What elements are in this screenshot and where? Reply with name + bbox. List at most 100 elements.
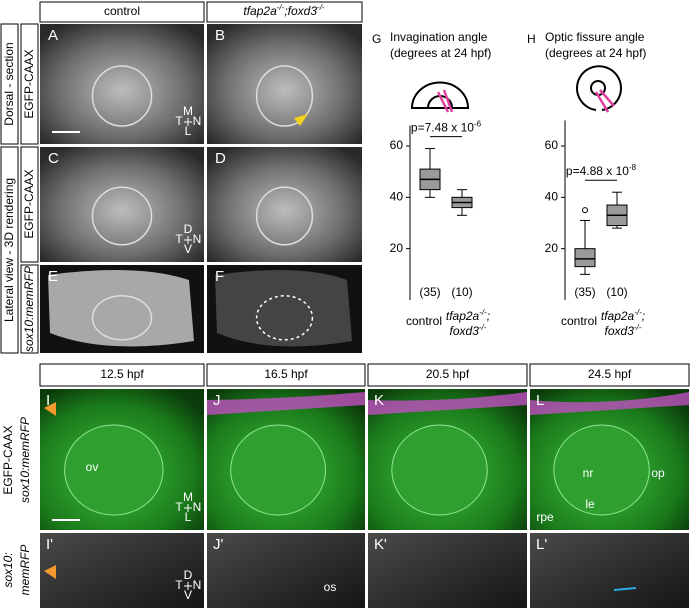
neural-crest [207, 392, 365, 415]
icon-invagination [410, 81, 470, 113]
icon-fissure [576, 65, 622, 113]
row-label: Dorsal - section [2, 42, 16, 125]
p-value-part: -6 [474, 119, 482, 128]
p-value: p=4.88 x 10-8 [566, 163, 637, 179]
y-tick-label: 60 [545, 138, 559, 152]
x-tick-label-part: foxd3 [605, 324, 635, 338]
x-tick-label-part: control [561, 314, 597, 328]
chart-title: Invagination angle [390, 30, 488, 44]
chart-title: Optic fissure angle [545, 30, 645, 44]
x-tick-label-part: foxd3 [450, 324, 480, 338]
compass-cross [184, 236, 192, 244]
y-tick-label: 20 [545, 241, 559, 255]
chart-letter: G [372, 32, 381, 46]
x-tick-label-part: ; [487, 309, 490, 323]
x-tick-label-part: tfap2a [446, 309, 480, 323]
compass-label: D [184, 222, 193, 236]
panel-note: le [585, 497, 595, 511]
micrograph-eye [255, 295, 314, 341]
panel-letter: J [213, 392, 221, 409]
neural-crest [368, 392, 527, 415]
compass-label: T [175, 500, 183, 514]
outlier [582, 207, 588, 214]
chart-title: (degrees at 24 hpf) [545, 46, 646, 60]
panel-letter: C [48, 150, 59, 167]
column-header-part: control [104, 4, 140, 18]
panel-letter: K' [374, 536, 387, 553]
compass-label: N [193, 232, 202, 246]
panel-note: nr [583, 466, 594, 480]
panel-letter: L' [536, 536, 547, 553]
micrograph [207, 24, 362, 144]
compass-label: V [184, 588, 192, 602]
panel-letter: I' [46, 536, 53, 553]
time-header: 20.5 hpf [426, 367, 470, 381]
time-header: 16.5 hpf [264, 367, 308, 381]
compass-cross [184, 582, 192, 590]
y-tick-label: 60 [390, 138, 404, 152]
row-label: EGFP-CAAX [22, 169, 36, 238]
micrograph-eye [91, 295, 153, 341]
arrowhead [44, 565, 56, 579]
micrograph [207, 533, 365, 608]
compass-label: N [193, 500, 202, 514]
micrograph [40, 24, 204, 144]
p-value-part: p=4.88 x 10 [566, 164, 629, 178]
compass-cross [184, 118, 192, 126]
y-tick-label: 20 [390, 241, 404, 255]
n-label: (35) [574, 285, 595, 299]
compass-label: T [175, 232, 183, 246]
chart-letter: H [527, 32, 536, 46]
panel-letter: J' [213, 536, 224, 553]
x-tick-label-part: control [406, 314, 442, 328]
column-header: tfap2a-/-;foxd3-/- [243, 3, 325, 19]
panel-letter: F [215, 268, 224, 285]
x-tick-label: tfap2a-/-; [601, 308, 645, 324]
x-tick-label: control [406, 314, 442, 328]
x-tick-label-part: ; [642, 309, 645, 323]
micrograph [530, 533, 689, 608]
micrograph-eye [255, 186, 314, 246]
compass-label: T [175, 578, 183, 592]
micrograph-eye [230, 424, 327, 516]
micrograph [40, 147, 204, 262]
column-header-part: -/- [317, 3, 325, 12]
images [40, 24, 689, 608]
p-value: p=7.48 x 10-6 [411, 119, 482, 135]
row-label: sox10:memRFP [18, 417, 32, 503]
x-tick-label-part: -/- [634, 308, 642, 317]
column-header-part: tfap2a [243, 4, 277, 18]
compass-cross [184, 504, 192, 512]
neural-crest [530, 392, 689, 415]
n-label: (10) [606, 285, 627, 299]
arrow [613, 587, 637, 591]
micrograph-eye [553, 424, 650, 516]
micrograph-eye [255, 65, 314, 127]
compass-label: N [193, 114, 202, 128]
x-tick-label: foxd3-/- [450, 323, 487, 339]
x-tick-label: foxd3-/- [605, 323, 642, 339]
panel-letter: A [48, 27, 58, 44]
x-tick-label-part: tfap2a [601, 309, 635, 323]
panel-letter: K [374, 392, 384, 409]
row-label: EGFP-CAAX [1, 425, 15, 494]
compass-label: D [184, 568, 193, 582]
panel-letter: B [215, 27, 225, 44]
compass-label: L [185, 124, 192, 138]
compass-label: T [175, 114, 183, 128]
panel-letter: D [215, 150, 226, 167]
row-label: sox10:memRFP [22, 266, 36, 352]
micrograph [207, 147, 362, 262]
panel-note: rpe [536, 510, 554, 524]
panel-note: op [651, 466, 665, 480]
panel-letter: E [48, 268, 58, 285]
compass-label: V [184, 242, 192, 256]
column-header: control [104, 4, 140, 18]
compass-label: M [183, 104, 193, 118]
chart-title: (degrees at 24 hpf) [390, 46, 491, 60]
micrograph [368, 533, 527, 608]
panel-letter: I [46, 392, 50, 409]
column-header-part: -/- [277, 3, 285, 12]
micrograph-eye [91, 65, 153, 127]
